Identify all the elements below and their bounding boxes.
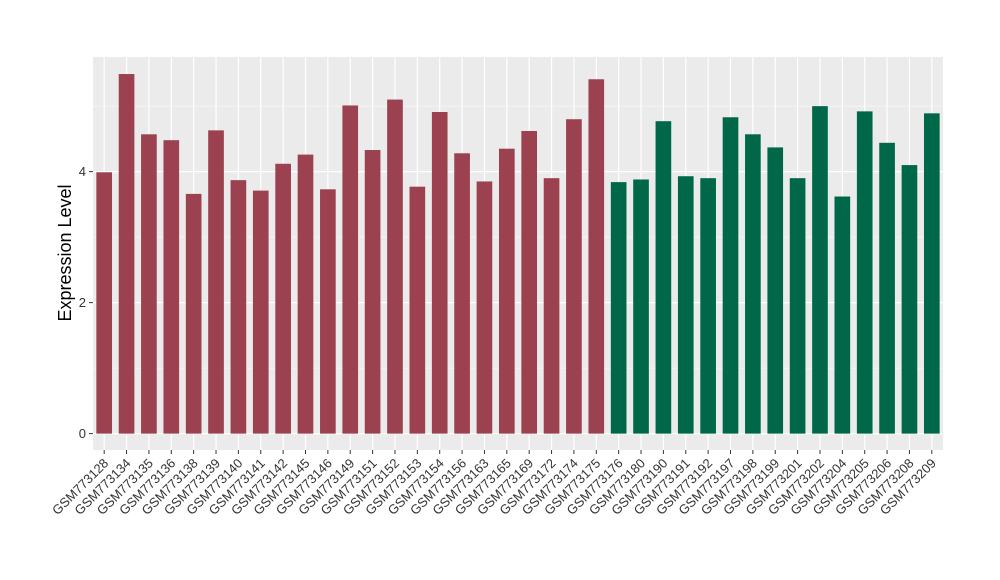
bar-GSM773163 bbox=[476, 181, 493, 434]
bar-GSM773154 bbox=[431, 112, 448, 434]
bar-GSM773204 bbox=[834, 196, 851, 434]
y-tick-label: 2 bbox=[79, 295, 86, 310]
bar-GSM773128 bbox=[96, 172, 113, 434]
bar-GSM773209 bbox=[923, 113, 940, 434]
bar-GSM773175 bbox=[588, 79, 605, 434]
bar-GSM773190 bbox=[655, 121, 672, 434]
bar-GSM773146 bbox=[320, 189, 336, 434]
bar-GSM773142 bbox=[275, 163, 291, 434]
bar-GSM773134 bbox=[118, 74, 135, 434]
bar-GSM773139 bbox=[208, 130, 224, 434]
y-tick-label: 0 bbox=[79, 426, 86, 441]
bar-GSM773206 bbox=[879, 142, 895, 434]
bar-GSM773198 bbox=[745, 134, 761, 434]
bar-GSM773140 bbox=[230, 180, 247, 434]
bar-GSM773197 bbox=[722, 117, 739, 434]
bar-GSM773145 bbox=[297, 154, 314, 434]
bar-GSM773191 bbox=[677, 176, 694, 434]
bar-GSM773202 bbox=[812, 106, 828, 434]
bar-GSM773180 bbox=[633, 179, 649, 434]
bar-GSM773135 bbox=[141, 134, 157, 434]
y-axis: 0 2 4 bbox=[79, 164, 93, 441]
bar-GSM773151 bbox=[364, 150, 381, 434]
bar-GSM773199 bbox=[767, 147, 784, 434]
bar-GSM773141 bbox=[252, 190, 269, 434]
bar-GSM773136 bbox=[163, 140, 180, 434]
bar-GSM773149 bbox=[342, 105, 359, 434]
bar-GSM773153 bbox=[409, 186, 426, 434]
bar-GSM773174 bbox=[566, 119, 582, 434]
bar-GSM773201 bbox=[789, 178, 806, 434]
bar-GSM773208 bbox=[901, 165, 918, 434]
bar-GSM773176 bbox=[610, 182, 627, 434]
bar-GSM773205 bbox=[856, 111, 873, 434]
bar-GSM773152 bbox=[387, 99, 403, 434]
y-axis-title: Expression Level bbox=[55, 184, 75, 321]
bar-GSM773169 bbox=[521, 131, 538, 434]
bar-GSM773192 bbox=[700, 178, 716, 434]
x-axis: GSM773128GSM773134GSM773135GSM773136GSM7… bbox=[49, 450, 939, 518]
y-tick-label: 4 bbox=[79, 164, 86, 179]
bar-GSM773138 bbox=[185, 193, 202, 434]
bar-GSM773165 bbox=[498, 148, 515, 434]
bar-GSM773156 bbox=[454, 153, 470, 434]
bars bbox=[96, 74, 940, 434]
bar-GSM773172 bbox=[543, 178, 560, 434]
